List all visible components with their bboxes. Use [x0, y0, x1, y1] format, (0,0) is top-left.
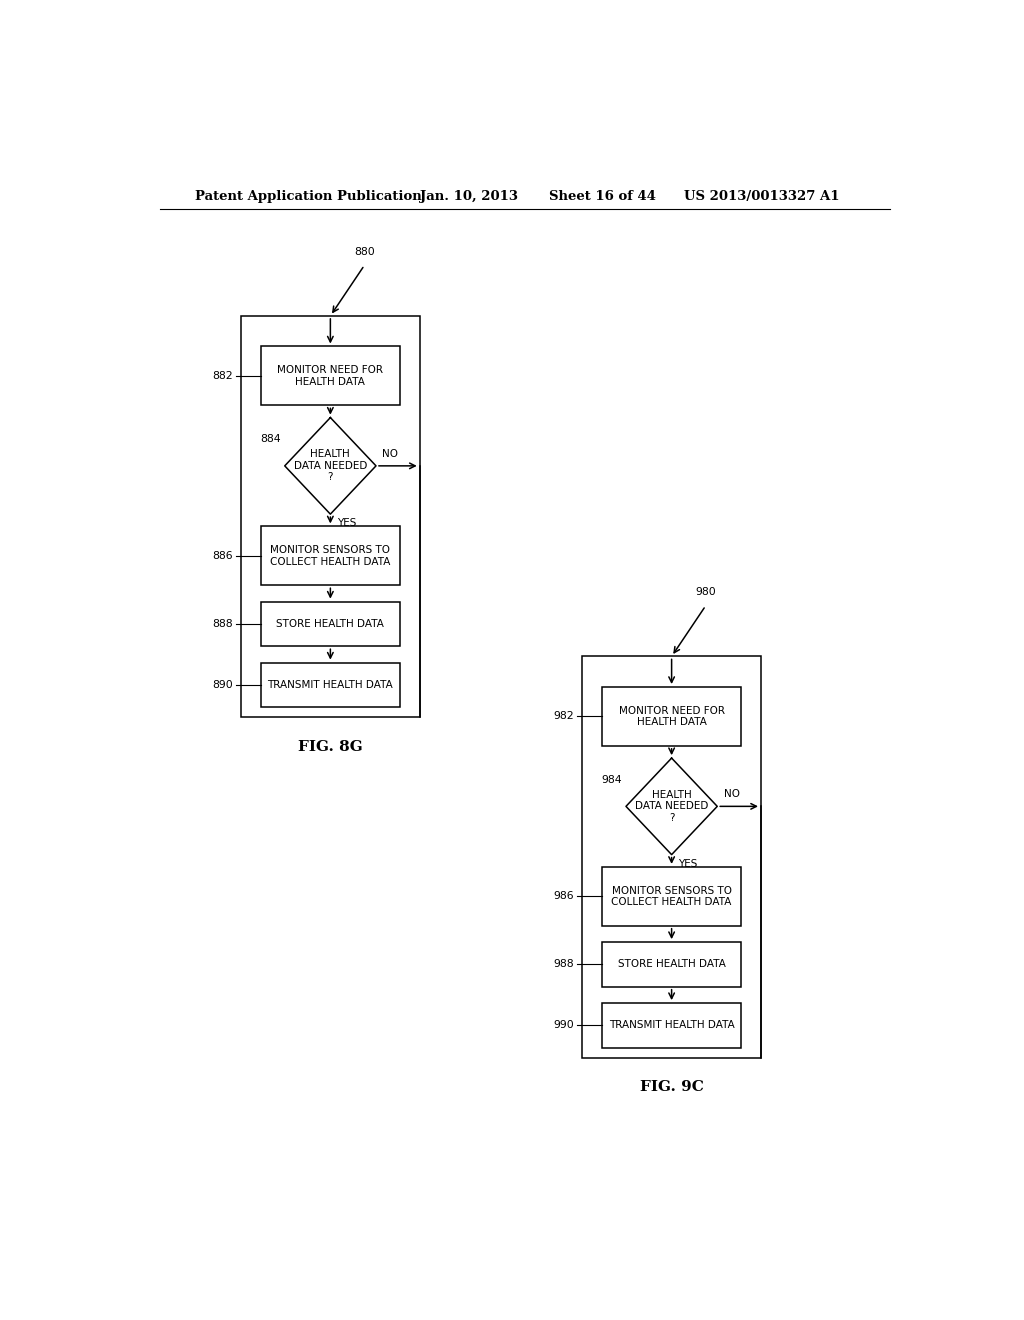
Bar: [261, 346, 399, 405]
Text: 988: 988: [554, 960, 574, 969]
Bar: [241, 315, 420, 718]
Bar: [602, 686, 741, 746]
Polygon shape: [626, 758, 717, 854]
Text: 980: 980: [695, 587, 716, 598]
Text: Patent Application Publication: Patent Application Publication: [196, 190, 422, 202]
Text: NO: NO: [382, 449, 398, 459]
Bar: [602, 1003, 741, 1048]
Text: TRANSMIT HEALTH DATA: TRANSMIT HEALTH DATA: [608, 1020, 734, 1031]
Text: STORE HEALTH DATA: STORE HEALTH DATA: [617, 960, 726, 969]
Text: 882: 882: [213, 371, 233, 381]
Bar: [261, 602, 399, 647]
Bar: [602, 867, 741, 925]
Text: 880: 880: [354, 247, 375, 257]
Text: FIG. 9C: FIG. 9C: [640, 1080, 703, 1094]
Text: MONITOR NEED FOR
HEALTH DATA: MONITOR NEED FOR HEALTH DATA: [278, 366, 383, 387]
Text: FIG. 8G: FIG. 8G: [298, 739, 362, 754]
Bar: [261, 663, 399, 708]
Text: MONITOR NEED FOR
HEALTH DATA: MONITOR NEED FOR HEALTH DATA: [618, 706, 725, 727]
Text: 982: 982: [554, 711, 574, 722]
Text: MONITOR SENSORS TO
COLLECT HEALTH DATA: MONITOR SENSORS TO COLLECT HEALTH DATA: [270, 545, 390, 566]
Text: 886: 886: [213, 550, 233, 561]
Polygon shape: [285, 417, 376, 515]
Text: TRANSMIT HEALTH DATA: TRANSMIT HEALTH DATA: [267, 680, 393, 690]
Text: 990: 990: [554, 1020, 574, 1031]
Bar: [602, 942, 741, 987]
Bar: [583, 656, 761, 1057]
Bar: [261, 527, 399, 585]
Text: YES: YES: [337, 519, 356, 528]
Text: NO: NO: [724, 789, 739, 799]
Text: 890: 890: [212, 680, 233, 690]
Text: US 2013/0013327 A1: US 2013/0013327 A1: [684, 190, 839, 202]
Text: 986: 986: [554, 891, 574, 902]
Text: Sheet 16 of 44: Sheet 16 of 44: [549, 190, 655, 202]
Text: 984: 984: [601, 775, 622, 785]
Text: STORE HEALTH DATA: STORE HEALTH DATA: [276, 619, 384, 628]
Text: 884: 884: [260, 434, 281, 445]
Text: YES: YES: [678, 859, 697, 869]
Text: MONITOR SENSORS TO
COLLECT HEALTH DATA: MONITOR SENSORS TO COLLECT HEALTH DATA: [611, 886, 732, 907]
Text: 888: 888: [213, 619, 233, 628]
Text: Jan. 10, 2013: Jan. 10, 2013: [420, 190, 518, 202]
Text: HEALTH
DATA NEEDED
?: HEALTH DATA NEEDED ?: [635, 789, 709, 822]
Text: HEALTH
DATA NEEDED
?: HEALTH DATA NEEDED ?: [294, 449, 367, 483]
